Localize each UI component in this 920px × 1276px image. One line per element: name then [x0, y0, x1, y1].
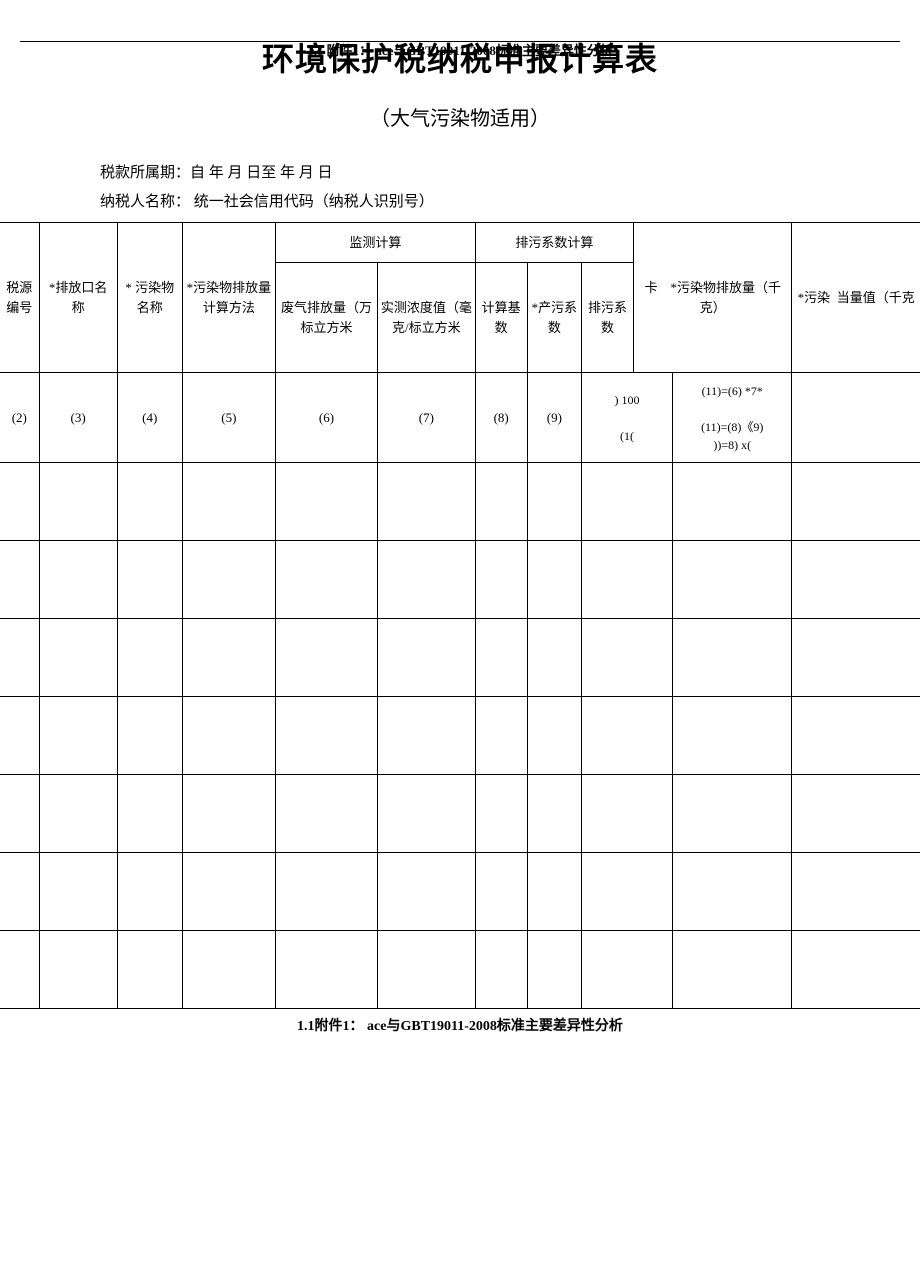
col-pollutant-discharge-kg: 卡 *污染物排放量（千克）	[634, 223, 792, 373]
col-calc-method: *污染物排放量计算方法	[182, 223, 275, 373]
page-title: 环境保护税纳税申报计算表	[0, 34, 920, 80]
table-row	[0, 463, 920, 541]
table-row	[0, 853, 920, 931]
formula-cell: (2)	[0, 373, 39, 463]
col-tax-source-no: 税源编号	[0, 223, 39, 373]
col-discharge-kg-label: *污染物排放量（千克）	[670, 280, 781, 315]
col-measured-conc: 实测浓度值（毫克/标立方米	[378, 263, 476, 373]
table-row	[0, 541, 920, 619]
formula-cell: ) 100 (1(	[581, 373, 672, 463]
formula-100-label: ) 100	[615, 393, 640, 407]
col-group-monitor: 监测计算	[276, 223, 476, 263]
formula-cell	[792, 373, 920, 463]
formula-1-label: (1(	[620, 429, 634, 443]
formula-cell: (6)	[276, 373, 378, 463]
col-prod-factor: *产污系数	[527, 263, 581, 373]
formula-cell: (5)	[182, 373, 275, 463]
col-outlet-name: *排放口名 称	[39, 223, 117, 373]
col-pollution-label: *污染	[798, 290, 831, 305]
table-row	[0, 775, 920, 853]
formula-cell: (11)=(6) *7* (11)=(8)《9) ))=8) x(	[673, 373, 792, 463]
table-row	[0, 931, 920, 1009]
col-pollutant-name: * 污染物名称	[117, 223, 182, 373]
col-equivalent-value: *污染 当量值（千克	[792, 223, 920, 373]
formula-index-row: (2) (3) (4) (5) (6) (7) (8) (9) ) 100 (1…	[0, 373, 920, 463]
formula-cell: (4)	[117, 373, 182, 463]
taxpayer-name-line: 纳税人名称： 统一社会信用代码（纳税人识别号）	[100, 188, 920, 217]
col-calc-base: 计算基数	[475, 263, 527, 373]
table-row	[0, 619, 920, 697]
formula-cell: (7)	[378, 373, 476, 463]
col-equivalent-label: 当量值（千克	[837, 290, 915, 305]
page-subtitle: （大气污染物适用）	[0, 102, 920, 131]
formula-cell: (8)	[475, 373, 527, 463]
declaration-table: 税源编号 *排放口名 称 * 污染物名称 *污染物排放量计算方法 监测计算 排污…	[0, 222, 920, 1009]
col-exhaust-volume: 废气排放量（万标立方米	[276, 263, 378, 373]
tax-period-line: 税款所属期：自 年 月 日至 年 月 日	[100, 159, 920, 188]
col-group-factor: 排污系数计算	[475, 223, 633, 263]
formula-cell: (9)	[527, 373, 581, 463]
table-row	[0, 697, 920, 775]
col-card-label: 卡	[644, 280, 657, 295]
col-emission-factor: 排污系数	[581, 263, 633, 373]
footer-note: 1.1附件1： ace与GBT19011-2008标准主要差异性分析	[0, 1015, 920, 1035]
formula-cell: (3)	[39, 373, 117, 463]
